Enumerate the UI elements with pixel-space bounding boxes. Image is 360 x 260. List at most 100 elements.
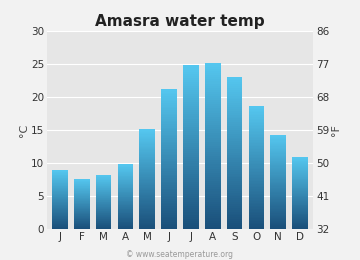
Bar xyxy=(96,205,112,206)
Bar xyxy=(118,179,133,180)
Bar xyxy=(248,161,264,163)
Bar xyxy=(183,98,199,100)
Bar xyxy=(74,180,90,181)
Bar xyxy=(248,191,264,192)
Bar xyxy=(292,199,308,200)
Bar xyxy=(270,179,286,180)
Bar xyxy=(292,161,308,162)
Bar xyxy=(52,171,68,172)
Bar xyxy=(292,171,308,172)
Bar xyxy=(52,210,68,211)
Bar xyxy=(52,182,68,183)
Bar xyxy=(248,224,264,226)
Bar xyxy=(292,200,308,201)
Bar xyxy=(292,182,308,183)
Bar xyxy=(52,175,68,176)
Bar xyxy=(96,202,112,203)
Bar xyxy=(270,169,286,170)
Bar xyxy=(139,155,155,157)
Bar xyxy=(227,122,242,124)
Bar xyxy=(270,153,286,155)
Bar xyxy=(183,221,199,223)
Bar xyxy=(205,77,221,79)
Bar xyxy=(292,203,308,204)
Bar xyxy=(227,100,242,101)
Bar xyxy=(74,204,90,205)
Bar xyxy=(227,96,242,98)
Bar xyxy=(227,217,242,219)
Bar xyxy=(139,129,155,131)
Bar xyxy=(292,196,308,197)
Bar xyxy=(118,184,133,185)
Bar xyxy=(205,90,221,92)
Bar xyxy=(292,181,308,182)
Bar xyxy=(139,205,155,206)
Bar xyxy=(270,213,286,215)
Bar xyxy=(183,212,199,214)
Bar xyxy=(52,213,68,214)
Bar xyxy=(270,191,286,192)
Bar xyxy=(227,177,242,179)
Bar xyxy=(52,205,68,206)
Bar xyxy=(183,225,199,227)
Bar xyxy=(183,196,199,198)
Bar xyxy=(139,221,155,223)
Bar xyxy=(248,220,264,221)
Bar xyxy=(118,194,133,195)
Bar xyxy=(270,183,286,184)
Bar xyxy=(139,163,155,164)
Bar xyxy=(227,174,242,176)
Bar xyxy=(52,207,68,208)
Bar xyxy=(118,201,133,202)
Bar xyxy=(52,227,68,228)
Bar xyxy=(139,132,155,133)
Bar xyxy=(161,96,177,98)
Bar xyxy=(161,192,177,194)
Bar xyxy=(205,173,221,175)
Bar xyxy=(161,117,177,119)
Bar xyxy=(248,226,264,227)
Bar xyxy=(227,92,242,94)
Bar xyxy=(205,193,221,196)
Bar xyxy=(205,169,221,171)
Bar xyxy=(270,222,286,223)
Bar xyxy=(161,150,177,152)
Bar xyxy=(227,194,242,197)
Bar xyxy=(292,159,308,160)
Bar xyxy=(139,138,155,139)
Bar xyxy=(270,159,286,160)
Bar xyxy=(205,104,221,106)
Bar xyxy=(139,202,155,203)
Bar xyxy=(96,212,112,213)
Bar xyxy=(74,217,90,218)
Bar xyxy=(270,173,286,175)
Bar xyxy=(205,83,221,86)
Bar xyxy=(270,177,286,178)
Bar xyxy=(118,225,133,226)
Bar xyxy=(118,193,133,194)
Bar xyxy=(270,155,286,156)
Bar xyxy=(292,163,308,164)
Bar xyxy=(74,208,90,209)
Bar xyxy=(118,226,133,227)
Bar xyxy=(248,163,264,165)
Bar xyxy=(270,209,286,210)
Bar xyxy=(205,127,221,129)
Bar xyxy=(183,164,199,166)
Bar xyxy=(270,199,286,200)
Bar xyxy=(161,203,177,204)
Bar xyxy=(248,166,264,167)
Bar xyxy=(227,160,242,162)
Bar xyxy=(139,154,155,155)
Bar xyxy=(270,224,286,225)
Bar xyxy=(270,135,286,136)
Bar xyxy=(139,177,155,178)
Bar xyxy=(139,199,155,200)
Bar xyxy=(96,215,112,216)
Bar xyxy=(139,213,155,214)
Bar xyxy=(161,168,177,170)
Bar xyxy=(139,219,155,220)
Bar xyxy=(205,181,221,183)
Bar xyxy=(270,138,286,139)
Bar xyxy=(183,127,199,129)
